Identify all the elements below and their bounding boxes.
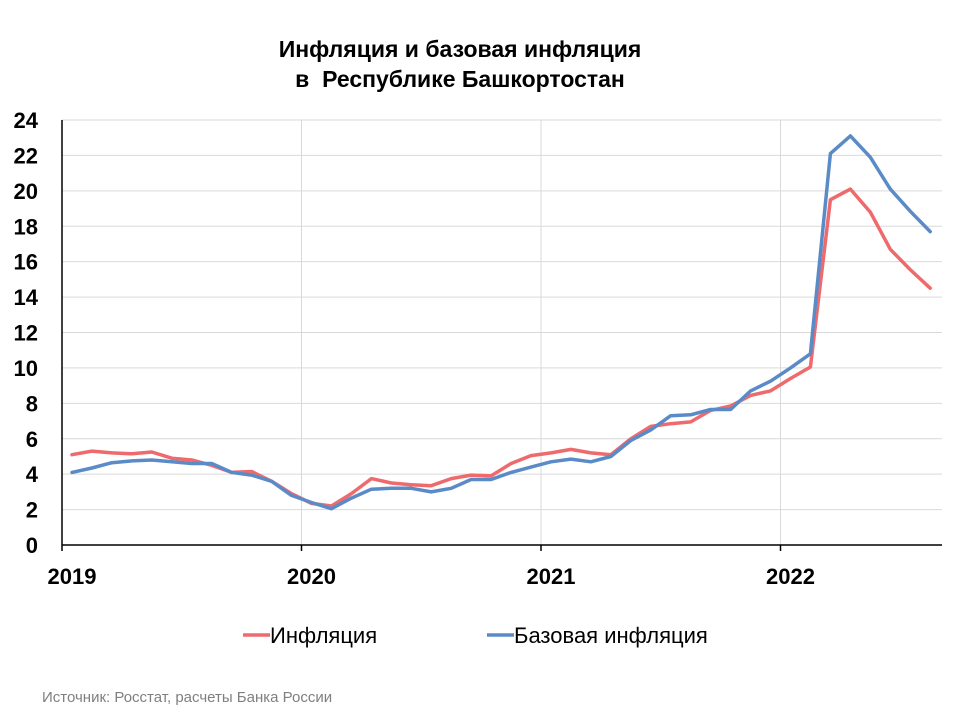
series-line-2	[70, 134, 932, 511]
y-tick-label: 4	[26, 462, 39, 487]
y-tick-label: 0	[26, 533, 38, 558]
y-tick-label: 16	[14, 250, 38, 275]
y-tick-label: 18	[14, 214, 38, 239]
series-line-1	[70, 187, 932, 508]
y-tick-label: 22	[14, 143, 38, 168]
x-tick-label: 2019	[48, 564, 97, 589]
legend-label-2: Базовая инфляция	[514, 623, 708, 648]
source-note: Источник: Росстат, расчеты Банка России	[42, 689, 333, 706]
chart-title: Инфляция и базовая инфляция в Республике…	[0, 34, 920, 94]
y-tick-label: 2	[26, 498, 38, 523]
x-tick-label: 2021	[527, 564, 576, 589]
y-tick-label: 8	[26, 391, 38, 416]
legend-label-1: Инфляция	[270, 623, 377, 648]
y-tick-label: 12	[14, 321, 38, 346]
y-tick-label: 14	[14, 285, 39, 310]
y-tick-label: 24	[14, 108, 39, 133]
y-tick-label: 6	[26, 427, 38, 452]
chart-title-line-2: в Республике Башкортостан	[295, 66, 625, 92]
y-tick-label: 20	[14, 179, 38, 204]
chart-title-line-1: Инфляция и базовая инфляция	[278, 36, 642, 62]
x-tick-label: 2020	[287, 564, 336, 589]
y-tick-label: 10	[14, 356, 38, 381]
x-tick-label: 2022	[766, 564, 815, 589]
